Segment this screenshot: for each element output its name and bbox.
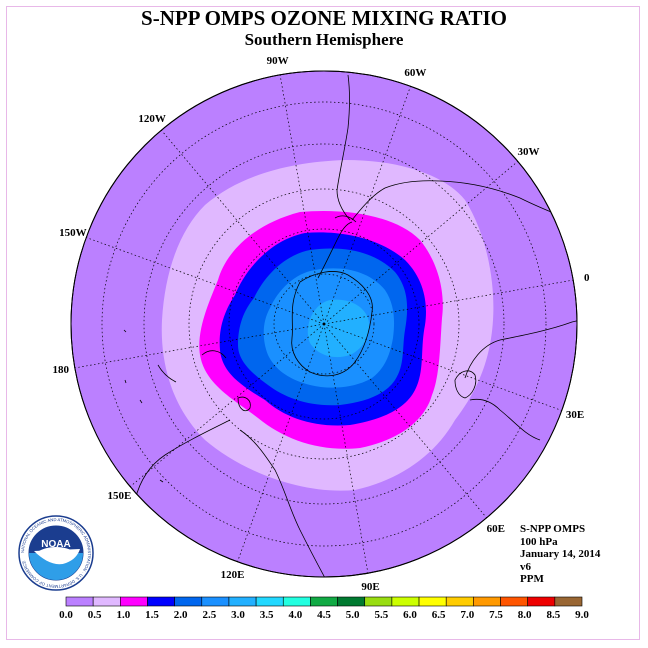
legend-swatch <box>92 596 121 607</box>
latitude-circle <box>228 228 420 420</box>
legend-tick-label: 0.5 <box>88 609 102 621</box>
legend-swatch <box>473 596 501 607</box>
map-frame <box>6 6 640 640</box>
new-zealand-coast <box>157 350 227 383</box>
info-instrument: S-NPP OMPS <box>520 523 586 535</box>
legend-swatch <box>174 596 203 607</box>
longitude-label: 90E <box>361 580 380 593</box>
legend-tick-label: 9.0 <box>575 609 589 621</box>
legend-swatch <box>364 596 393 607</box>
color-legend: 0.0 0.5 1.0 1.5 2.0 2.5 3.0 3.5 4.0 4.5 5.0 5.5 6.0 6… <box>59 596 589 621</box>
latitude-circle <box>273 273 375 375</box>
legend-swatch <box>500 596 528 607</box>
legend-tick-label: 6.5 <box>432 609 446 621</box>
legend-tick-label: 7.5 <box>489 609 503 621</box>
legend-tick-label: 5.0 <box>346 609 360 621</box>
noaa-logo-text: NOAA <box>41 539 70 550</box>
africa-coast <box>464 314 577 441</box>
longitude-label: 0 <box>583 271 590 284</box>
legend-tick-label: 7.0 <box>460 609 474 621</box>
latitude-circle <box>101 101 547 547</box>
info-units: PPM <box>520 573 544 585</box>
legend-swatch <box>201 596 230 607</box>
legend-swatch <box>418 596 447 607</box>
legend-swatch <box>282 596 311 607</box>
legend-tick-label: 8.0 <box>518 609 532 621</box>
legend-tick-label: 3.5 <box>260 609 274 621</box>
legend-swatch <box>391 596 420 607</box>
coastlines <box>123 74 577 577</box>
legend-swatch <box>65 596 94 607</box>
antarctic-peninsula-coast <box>317 221 353 279</box>
globe-outline <box>70 70 578 578</box>
longitude-label: 90W <box>266 55 289 68</box>
legend-tick-label: 3.0 <box>231 609 245 621</box>
longitude-label: 60E <box>486 522 505 535</box>
legend-tick-label: 8.5 <box>546 609 560 621</box>
longitude-label: 180 <box>52 364 70 377</box>
legend-swatch <box>527 596 556 607</box>
legend-swatch <box>445 596 474 607</box>
tasmania-coast <box>237 396 251 412</box>
legend-tick-label: 4.0 <box>288 609 302 621</box>
legend-tick-label: 2.5 <box>202 609 216 621</box>
info-block: S-NPP OMPS 100 hPa January 14, 2014 v6 P… <box>520 523 600 586</box>
legend-swatch <box>255 596 284 607</box>
noaa-logo: NOAA NATIONAL OCEANIC AND ATMOSPHERIC AD… <box>18 515 94 591</box>
legend-tick-label: 0.0 <box>59 609 73 621</box>
south-america-coast <box>336 74 577 223</box>
legend-swatch <box>147 596 175 607</box>
legend-swatch <box>554 596 583 607</box>
longitude-label: 150W <box>59 226 87 239</box>
longitude-label: 60W <box>404 67 427 80</box>
longitude-label: 120W <box>138 113 166 126</box>
tierra-del-fuego-coast <box>334 215 357 223</box>
map-title: S-NPP OMPS OZONE MIXING RATIO <box>141 6 507 30</box>
info-level: 100 hPa <box>520 535 558 548</box>
info-version: v6 <box>520 560 531 573</box>
legend-swatch <box>310 596 338 607</box>
legend-tick-label: 4.5 <box>317 609 331 621</box>
antarctica-coast <box>291 271 373 377</box>
longitude-label: 120E <box>220 568 245 581</box>
small-islands <box>123 329 164 483</box>
longitude-label: 150E <box>107 489 132 502</box>
map-subtitle: Southern Hemisphere <box>244 30 404 49</box>
legend-swatch <box>228 596 257 607</box>
legend-tick-label: 6.0 <box>403 609 417 621</box>
legend-tick-label: 5.5 <box>374 609 388 621</box>
legend-swatch <box>337 596 366 607</box>
legend-tick-label: 1.0 <box>116 609 130 621</box>
madagascar-coast <box>454 370 477 399</box>
legend-tick-label: 1.5 <box>145 609 159 621</box>
contour-3.0 <box>307 299 370 358</box>
longitude-label: 30E <box>565 409 585 422</box>
latitude-circle <box>188 188 460 460</box>
longitude-label: 30W <box>517 146 540 159</box>
legend-swatch <box>120 596 148 607</box>
info-date: January 14, 2014 <box>520 548 601 560</box>
latitude-circle <box>143 143 505 505</box>
graticule <box>74 74 574 574</box>
legend-tick-label: 2.0 <box>174 609 188 621</box>
